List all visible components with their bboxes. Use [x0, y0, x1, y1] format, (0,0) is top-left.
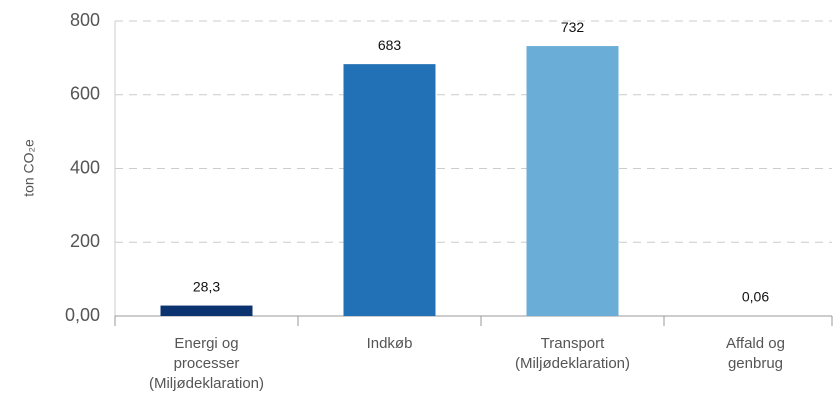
y-tick-label: 400 — [70, 157, 100, 177]
y-tick-label: 800 — [70, 10, 100, 30]
x-tick-label: Energi og processer (Miljødeklaration) — [149, 335, 264, 392]
value-label: 732 — [561, 19, 585, 35]
value-label: 28,3 — [193, 278, 220, 294]
x-tick-label: Affald og genbrug — [726, 335, 785, 372]
y-tick-label: 200 — [70, 231, 100, 251]
x-tick-label: Indkøb — [367, 335, 413, 352]
y-axis-label: ton CO₂e — [21, 139, 37, 197]
x-tick-label: Transport (Miljødeklaration) — [515, 335, 630, 372]
value-label: 0,06 — [742, 289, 769, 305]
bar — [526, 46, 619, 316]
bar — [343, 64, 436, 316]
value-label: 683 — [378, 37, 402, 53]
bar — [160, 305, 253, 316]
y-tick-label: 600 — [70, 84, 100, 104]
y-tick-label: 0,00 — [65, 305, 100, 325]
